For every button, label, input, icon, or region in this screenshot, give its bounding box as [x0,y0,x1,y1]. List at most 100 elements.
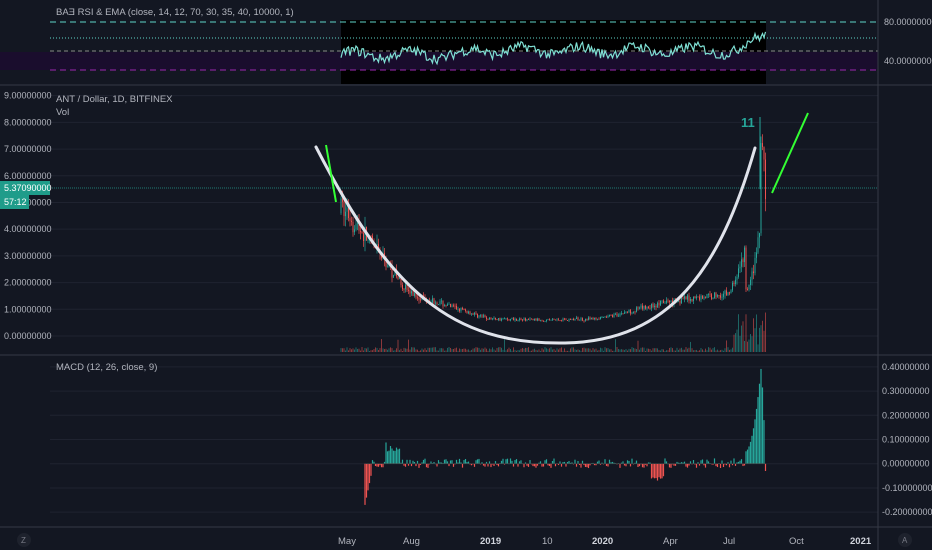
volume-bar [448,347,450,352]
volume-bar [727,347,729,352]
candle-body [634,311,636,313]
candle-body [466,310,468,314]
volume-bar [547,349,549,352]
macd-bar [485,461,488,464]
candle-body [573,318,574,321]
macd-bar [536,463,539,466]
macd-bar [443,459,446,464]
candle-body [568,319,570,321]
macd-bar [439,462,441,464]
candle-body [555,319,556,321]
macd-bar [749,441,752,464]
candle-body [582,318,583,321]
zoom-reset-button[interactable] [17,533,31,547]
candle-body [765,159,766,200]
candle-body [435,302,436,304]
volume-bar [706,350,708,352]
volume-bar [630,349,631,352]
volume-bar [430,347,432,352]
candle-body [478,315,480,318]
candle-body [681,297,682,304]
time-axis[interactable]: May Aug 2019 10 2020 Apr Jul Oct 2021 Z … [17,533,912,547]
volume-bar [643,347,645,352]
candle-body [693,296,694,302]
macd-bar [739,460,741,464]
candle-body [619,313,621,316]
candle-body [475,312,477,314]
price-panel[interactable]: 11 ANT / Dollar, 1D, BITFINEX Vol 9.0000… [0,91,878,352]
candle-body [720,295,721,298]
volume-bar [498,347,499,352]
candle-body [613,314,615,318]
candle-body [657,302,658,308]
candle-body [618,315,619,317]
candle-body [712,298,714,299]
auto-scale-button[interactable] [898,533,912,547]
macd-bar [416,460,419,464]
candle-body [651,303,652,309]
macd-bar [611,461,614,464]
volume-bar [519,350,520,352]
volume-bar [711,349,712,352]
candle-body [753,271,754,274]
macd-bar [509,458,512,464]
current-price-tag[interactable] [0,181,50,195]
volume-bar [717,349,718,352]
volume-bar [601,348,603,352]
candle-body [477,313,478,318]
volume-bar [738,314,739,352]
candle-body [409,290,411,294]
volume-bar [732,347,733,352]
candle-body [453,305,454,307]
candle-body [432,298,433,304]
candle-body [405,284,406,290]
macd-bar [631,458,633,464]
volume-bar [351,349,352,352]
macd-bar [748,446,750,464]
volume-bar [540,350,541,352]
candle-body [745,247,747,290]
macd-bar [589,463,591,466]
macd-bar [373,461,375,464]
volume-bar [724,348,726,352]
candle-body [514,318,516,321]
volume-bar [684,349,685,352]
price-tick-label: 3.00000000 [4,251,52,261]
rsi-panel[interactable]: BAƎ RSI & EMA (close, 14, 12, 70, 30, 35… [0,7,932,84]
candle-body [340,198,342,214]
candle-body [397,276,399,279]
macd-bar [677,462,680,464]
candle-body [358,222,360,231]
macd-bar [643,463,645,468]
macd-bar [755,408,758,464]
macd-bar [620,462,623,464]
candle-body [600,317,601,320]
macd-bar [461,463,464,468]
volume-bar [760,325,762,352]
volume-bar [417,349,418,352]
volume-bar [358,348,360,352]
volume-bar [658,350,660,352]
volume-bar [696,349,697,352]
volume-bar [379,348,381,352]
volume-bar [714,347,715,352]
macd-panel[interactable]: MACD (12, 26, close, 9) 0.40000000 0.3000… [50,362,932,517]
volume-bar [585,348,586,352]
candle-body [370,235,372,237]
volume-bar [625,348,627,352]
candle-body [612,315,613,318]
macd-bar [563,461,566,464]
volume-bar [345,350,346,352]
volume-bar [723,350,724,352]
volume-bar [631,347,633,352]
candle-body [691,299,693,302]
volume-bar [579,350,580,352]
candle-body [505,318,507,320]
candle-body [747,289,748,291]
volume-bar [385,348,387,352]
macd-bar [659,463,662,479]
candle-body [648,306,649,308]
candle-body [690,299,691,301]
volume-bar [652,348,654,352]
